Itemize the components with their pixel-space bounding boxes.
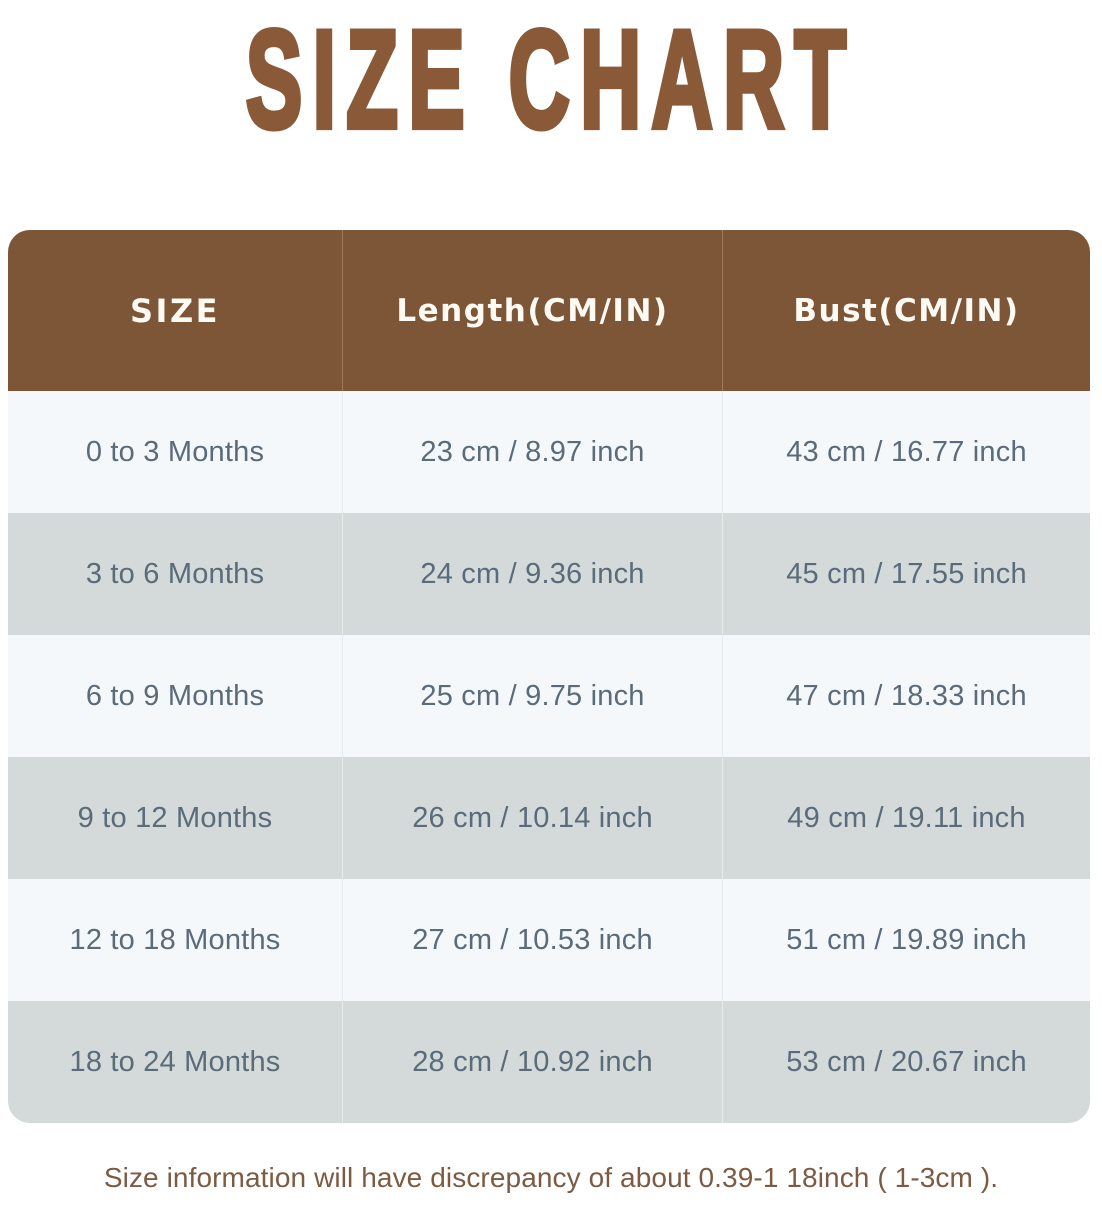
- cell-length: 28 cm / 10.92 inch: [342, 1001, 722, 1123]
- table-row: 6 to 9 Months 25 cm / 9.75 inch 47 cm / …: [8, 635, 1090, 757]
- cell-bust: 49 cm / 19.11 inch: [722, 757, 1090, 879]
- table-row: 18 to 24 Months 28 cm / 10.92 inch 53 cm…: [8, 1001, 1090, 1123]
- column-header-length: Length(CM/IN): [342, 230, 722, 391]
- cell-length: 25 cm / 9.75 inch: [342, 635, 722, 757]
- page-title-container: SIZE CHART: [0, 0, 1102, 160]
- cell-length: 23 cm / 8.97 inch: [342, 391, 722, 513]
- cell-size: 9 to 12 Months: [77, 801, 273, 834]
- table-row: 3 to 6 Months 24 cm / 9.36 inch 45 cm / …: [8, 513, 1090, 635]
- column-header-bust: Bust(CM/IN): [722, 230, 1090, 391]
- cell-bust: 53 cm / 20.67 inch: [722, 1001, 1090, 1123]
- cell-length: 26 cm / 10.14 inch: [342, 757, 722, 879]
- table-row: 9 to 12 Months 26 cm / 10.14 inch 49 cm …: [8, 757, 1090, 879]
- cell-size: 0 to 3 Months: [85, 435, 265, 468]
- size-discrepancy-note: Size information will have discrepancy o…: [103, 1162, 999, 1193]
- cell-size: 12 to 18 Months: [69, 923, 281, 956]
- cell-length: 27 cm / 10.53 inch: [342, 879, 722, 1001]
- table-row: 0 to 3 Months 23 cm / 8.97 inch 43 cm / …: [8, 391, 1090, 513]
- column-header-size: SIZE: [129, 291, 220, 330]
- cell-bust: 43 cm / 16.77 inch: [722, 391, 1090, 513]
- table-row: 12 to 18 Months 27 cm / 10.53 inch 51 cm…: [8, 879, 1090, 1001]
- cell-bust: 51 cm / 19.89 inch: [722, 879, 1090, 1001]
- cell-length: 24 cm / 9.36 inch: [342, 513, 722, 635]
- table-header-row: SIZE Length(CM/IN) Bust(CM/IN): [8, 230, 1090, 391]
- cell-size: 3 to 6 Months: [85, 557, 265, 590]
- cell-size: 18 to 24 Months: [69, 1045, 281, 1078]
- page-title: SIZE CHART: [244, 2, 857, 158]
- cell-bust: 45 cm / 17.55 inch: [722, 513, 1090, 635]
- cell-bust: 47 cm / 18.33 inch: [722, 635, 1090, 757]
- size-chart-table: SIZE Length(CM/IN) Bust(CM/IN) 0 to 3 Mo…: [8, 230, 1090, 1123]
- cell-size: 6 to 9 Months: [85, 679, 265, 712]
